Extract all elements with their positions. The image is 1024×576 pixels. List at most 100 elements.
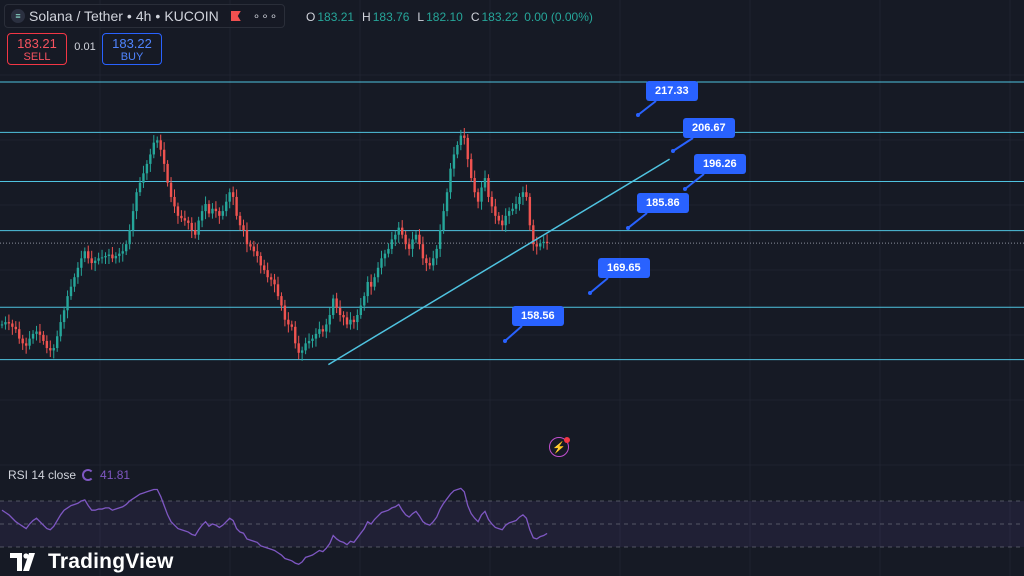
candle-body	[383, 253, 387, 259]
symbol-name[interactable]: Solana / Tether	[29, 8, 123, 24]
price-callout[interactable]: 185.86	[637, 193, 689, 213]
candle-body	[235, 196, 238, 216]
candle-body	[425, 258, 428, 264]
callout-pointer	[589, 277, 609, 294]
candle-body	[280, 296, 283, 306]
candle-body	[42, 334, 45, 341]
candle-body	[18, 329, 21, 339]
tradingview-logo[interactable]: TradingView	[10, 550, 174, 574]
rsi-value: 41.81	[100, 468, 131, 482]
candle-body	[266, 270, 269, 278]
callout-pointer	[684, 173, 705, 190]
candle-body	[335, 298, 338, 308]
candle-body	[418, 234, 421, 245]
candle-body	[52, 348, 55, 351]
candle-body	[283, 305, 287, 320]
candle-body	[521, 192, 525, 197]
candle-body	[463, 135, 466, 138]
candle-body	[69, 286, 73, 297]
candle-body	[83, 251, 86, 259]
candle-body	[338, 307, 342, 315]
separator: •	[155, 8, 161, 24]
candle-body	[421, 244, 425, 259]
close-value: 183.22	[481, 10, 519, 24]
candle-body	[300, 350, 304, 353]
callout-pointer	[627, 212, 648, 229]
candle-body	[152, 142, 155, 155]
candle-body	[449, 168, 452, 193]
candle-body	[476, 192, 480, 202]
price-callout[interactable]: 217.33	[646, 81, 698, 101]
interval-label[interactable]: 4h	[135, 8, 152, 24]
low-value: 182.10	[426, 10, 463, 24]
candle-body	[287, 319, 290, 325]
candle-body	[187, 220, 190, 223]
lightning-icon[interactable]: ⚡	[549, 437, 569, 457]
candle-body	[394, 234, 397, 240]
high-key: H	[362, 10, 371, 24]
candle-body	[225, 201, 228, 212]
candle-body	[349, 319, 352, 325]
candle-body	[28, 338, 31, 346]
candle-body	[56, 336, 59, 349]
candle-body	[487, 178, 490, 197]
price-callout[interactable]: 158.56	[512, 306, 564, 326]
flag-icon[interactable]	[230, 11, 241, 21]
high-value: 183.76	[372, 10, 410, 24]
candle-body	[356, 315, 359, 323]
sell-button[interactable]: 183.21 SELL	[7, 33, 67, 65]
exchange-label: KUCOIN	[164, 8, 219, 24]
candle-body	[190, 222, 193, 230]
candle-body	[156, 140, 159, 143]
notification-dot	[564, 437, 570, 443]
price-callout[interactable]: 196.26	[694, 154, 746, 174]
candle-body	[80, 258, 83, 268]
candle-body	[545, 241, 549, 244]
callout-anchor	[588, 291, 592, 295]
callout-anchor	[671, 149, 675, 153]
candle-body	[166, 163, 169, 183]
candle-body	[411, 239, 414, 249]
candle-body	[249, 244, 252, 247]
trendline	[327, 158, 670, 366]
candle-body	[483, 178, 487, 188]
candle-body	[473, 178, 476, 193]
candle-body	[162, 149, 166, 164]
candle-body	[294, 326, 297, 344]
ohlc-readout: O 183.21 H 183.76 L 182.10 C 183.22 0.00 (0.…	[306, 10, 593, 24]
candle-body	[525, 192, 528, 197]
candle-body	[304, 343, 307, 351]
rsi-legend[interactable]: RSI 14 close 41.81	[8, 468, 130, 482]
candle-body	[490, 196, 494, 207]
candle-body	[407, 244, 411, 249]
candle-body	[125, 244, 128, 252]
candle-body	[142, 173, 145, 183]
candle-body	[404, 234, 407, 245]
candle-body	[114, 255, 118, 259]
buy-button[interactable]: 183.22 BUY	[102, 33, 162, 65]
sell-label: SELL	[23, 50, 51, 63]
symbol-header[interactable]: ≡ Solana / Tether • 4h • KUCOIN ∘∘∘	[4, 4, 286, 28]
candle-body	[532, 225, 535, 245]
price-callout[interactable]: 169.65	[598, 258, 650, 278]
candle-body	[128, 230, 131, 245]
low-key: L	[417, 10, 425, 24]
more-dots-icon[interactable]: ∘∘∘	[252, 9, 279, 23]
price-callout[interactable]: 206.67	[683, 118, 735, 138]
candle-body	[438, 230, 442, 249]
candle-body	[314, 333, 318, 339]
change-value: 0.00 (0.00%)	[524, 10, 593, 24]
spread-value: 0.01	[74, 41, 96, 53]
candle-body	[76, 267, 80, 278]
candle-body	[380, 258, 383, 268]
candle-body	[342, 315, 345, 318]
candle-body	[62, 310, 66, 323]
candle-body	[514, 204, 518, 209]
loading-icon	[82, 469, 95, 481]
candle-body	[387, 248, 390, 254]
sell-price: 183.21	[17, 35, 57, 51]
candle-body	[363, 296, 366, 306]
candle-body	[228, 192, 231, 202]
candle-body	[107, 254, 111, 256]
